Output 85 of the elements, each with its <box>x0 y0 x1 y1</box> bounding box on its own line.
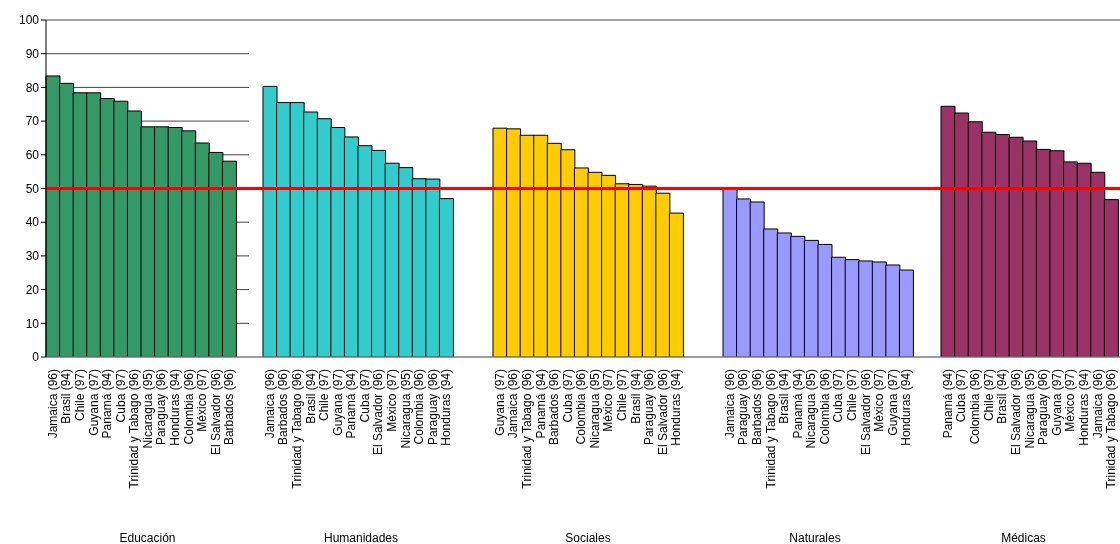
x-tick-label: Panamá (94) <box>940 369 955 439</box>
x-tick-label: El Salvador (96) <box>655 369 670 456</box>
x-tick-label: Honduras (94) <box>899 369 914 446</box>
x-tick-label: Honduras (94) <box>669 369 684 446</box>
x-tick-label: Panamá (94) <box>790 369 805 439</box>
x-tick-label: Trinidad y Tabago (96) <box>289 369 304 489</box>
y-tick-label: 20 <box>25 282 40 297</box>
x-tick-label: México (97) <box>601 369 616 432</box>
x-tick-label: Panamá (94) <box>100 369 115 439</box>
x-tick-label: Nicaragua (95) <box>587 369 602 449</box>
x-tick-label: Honduras (94) <box>1076 369 1091 446</box>
x-tick-label: Trinidad y Tabago (96) <box>1104 369 1119 489</box>
x-tick-label: Honduras (94) <box>439 369 454 446</box>
x-tick-label: Barbados (96) <box>547 369 562 446</box>
x-tick-label: Paraguay (96) <box>736 369 751 446</box>
y-tick-label: 80 <box>25 80 40 95</box>
x-tick-label: Jamaica (96) <box>45 369 60 439</box>
x-tick-label: Guyana (97) <box>492 369 507 436</box>
x-tick-label: Nicaragua (95) <box>140 369 155 449</box>
x-tick-label: Nicaragua (95) <box>398 369 413 449</box>
x-tick-label: Trinidad y Tabago (96) <box>127 369 142 489</box>
x-tick-label: Barbados (96) <box>276 369 291 446</box>
x-tick-label: Nicaragua (95) <box>1022 369 1037 449</box>
y-tick-label: 40 <box>25 215 40 230</box>
x-tick-label: Barbados (96) <box>749 369 764 446</box>
x-axis-title: Humanidades <box>323 531 399 544</box>
y-tick-label: 0 <box>32 350 40 365</box>
x-tick-label: Brasil (94) <box>303 369 318 424</box>
x-tick-label: Cuba (97) <box>954 369 969 423</box>
x-tick-label: México (97) <box>384 369 399 432</box>
x-tick-label: Honduras (94) <box>167 369 182 446</box>
x-tick-label: Chile (97) <box>614 369 629 422</box>
x-tick-label: Cuba (97) <box>831 369 846 423</box>
x-tick-label: Trinidad y Tabago (96) <box>763 369 778 489</box>
x-tick-label: Colombia (96) <box>412 369 427 445</box>
x-axis-title: Médicas <box>1001 531 1046 544</box>
x-tick-label: El Salvador (96) <box>208 369 223 456</box>
y-tick-label: 60 <box>25 148 40 163</box>
x-tick-label: Cuba (97) <box>357 369 372 423</box>
x-axis-title: Naturales <box>789 531 841 544</box>
x-tick-label: Paraguay (96) <box>425 369 440 446</box>
y-tick-label: 10 <box>25 316 40 331</box>
x-tick-label: Brasil (94) <box>628 369 643 424</box>
x-tick-label: Colombia (96) <box>968 369 983 445</box>
y-tick-label: 30 <box>25 249 40 264</box>
x-tick-label: Chile (97) <box>981 369 996 422</box>
x-tick-label: Paraguay (96) <box>154 369 169 446</box>
x-tick-label: Panamá (94) <box>344 369 359 439</box>
x-tick-label: Jamaica (96) <box>722 369 737 439</box>
y-tick-label: 50 <box>25 181 40 196</box>
x-tick-label: Jamaica (96) <box>262 369 277 439</box>
x-tick-label: Nicaragua (95) <box>804 369 819 449</box>
y-tick-label: 90 <box>25 46 40 61</box>
x-tick-label: Jamaica (96) <box>506 369 521 439</box>
x-tick-label: Brasil (94) <box>59 369 74 424</box>
x-tick-label: Brasil (94) <box>995 369 1010 424</box>
x-tick-label: Paraguay (96) <box>1036 369 1051 446</box>
x-tick-label: Barbados (96) <box>222 369 237 446</box>
x-tick-label: Trinidad y Tabago (96) <box>519 369 534 489</box>
x-tick-label: Guyana (97) <box>330 369 345 436</box>
x-axis-title: Sociales <box>565 531 611 544</box>
x-tick-label: Colombia (96) <box>574 369 589 445</box>
x-tick-label: Chile (97) <box>317 369 332 422</box>
x-tick-label: Paraguay (96) <box>642 369 657 446</box>
x-tick-label: El Salvador (96) <box>858 369 873 456</box>
x-tick-label: Brasil (94) <box>777 369 792 424</box>
x-tick-label: El Salvador (96) <box>371 369 386 456</box>
y-tick-label: 70 <box>25 114 40 129</box>
x-tick-label: México (97) <box>1063 369 1078 432</box>
x-tick-label: Jamaica (96) <box>1090 369 1105 439</box>
x-tick-label: Guyana (97) <box>86 369 101 436</box>
x-tick-label: Panamá (94) <box>533 369 548 439</box>
x-tick-label: Cuba (97) <box>560 369 575 423</box>
x-tick-label: México (97) <box>195 369 210 432</box>
x-tick-label: Cuba (97) <box>113 369 128 423</box>
x-tick-label: Colombia (96) <box>181 369 196 445</box>
x-tick-label: Colombia (96) <box>817 369 832 445</box>
x-tick-label: Chile (97) <box>844 369 859 422</box>
x-tick-label: Guyana (97) <box>885 369 900 436</box>
x-axis-title: Educación <box>119 531 176 544</box>
x-tick-label: Chile (97) <box>72 369 87 422</box>
x-tick-label: Guyana (97) <box>1049 369 1064 436</box>
y-tick-label: 100 <box>18 13 40 28</box>
x-tick-label: México (97) <box>872 369 887 432</box>
x-tick-label: El Salvador (96) <box>1008 369 1023 456</box>
